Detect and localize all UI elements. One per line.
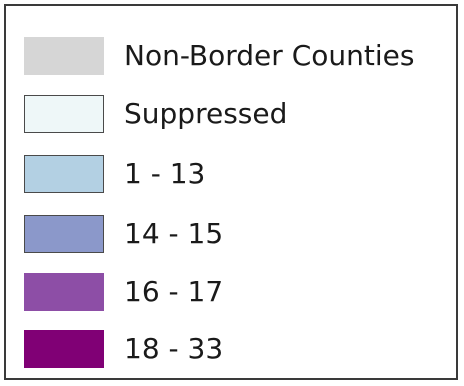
legend-item-16-17: 16 - 17 [24,271,223,313]
legend-item-18-33: 18 - 33 [24,328,223,370]
legend-item-1-13: 1 - 13 [24,153,205,195]
legend-label-16-17: 16 - 17 [124,275,224,308]
legend-swatch-suppressed [24,95,104,133]
legend-label-18-33: 18 - 33 [124,332,224,365]
legend-label-suppressed: Suppressed [124,97,288,130]
legend-item-14-15: 14 - 15 [24,213,223,255]
legend-label-non-border-counties: Non-Border Counties [124,39,415,72]
legend-swatch-1-13 [24,155,104,193]
legend-swatch-non-border-counties [24,37,104,75]
legend-swatch-18-33 [24,330,104,368]
legend-swatch-14-15 [24,215,104,253]
legend-item-non-border-counties: Non-Border Counties [24,35,414,77]
legend-label-14-15: 14 - 15 [124,217,224,250]
legend-swatch-16-17 [24,273,104,311]
map-legend: Non-Border Counties Suppressed 1 - 13 14… [4,4,458,380]
legend-item-suppressed: Suppressed [24,93,287,135]
legend-label-1-13: 1 - 13 [124,157,206,190]
